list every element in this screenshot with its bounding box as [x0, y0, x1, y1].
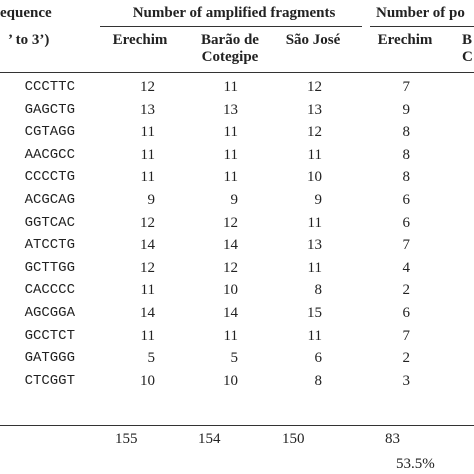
- number-cell: 12: [140, 214, 155, 231]
- sequence-cell: CTCGGT: [24, 372, 75, 389]
- number-cell: 11: [140, 327, 155, 344]
- number-cell: 12: [307, 124, 322, 141]
- number-cell: 11: [307, 146, 322, 163]
- number-cell: 9: [147, 192, 156, 208]
- number-cell: 9: [230, 192, 239, 208]
- sequence-cell: CCCCTG: [24, 169, 75, 186]
- number-cell: 12: [140, 259, 155, 276]
- header-cell: Erechim: [112, 32, 168, 48]
- rule: [100, 26, 362, 27]
- number-cell: 10: [307, 169, 322, 186]
- sequence-cell: CGTAGG: [24, 124, 75, 141]
- header-cell: São José: [285, 32, 341, 48]
- number-cell: 9: [314, 192, 323, 208]
- rule: [370, 26, 474, 27]
- number-cell: 12: [223, 259, 238, 276]
- sequence-cell: GAGCTG: [24, 101, 75, 118]
- number-cell: 8: [314, 372, 323, 389]
- number-cell: 8: [402, 124, 411, 141]
- sequence-cell: ATCCTG: [24, 237, 75, 254]
- sequence-cell: GGTCAC: [24, 214, 75, 231]
- header-cell: Number of amplified fragments: [132, 5, 336, 21]
- number-cell: 7: [402, 327, 411, 344]
- number-cell: 2: [402, 350, 411, 367]
- sequence-cell: AGCGGA: [24, 305, 75, 321]
- number-cell: 10: [140, 372, 155, 389]
- number-cell: 8: [402, 146, 411, 163]
- rule: [0, 425, 474, 426]
- number-cell: 5: [230, 350, 239, 367]
- header-cell: Number of po: [376, 5, 465, 21]
- total-cell: 83: [385, 431, 400, 447]
- sequence-cell: CACCCC: [24, 282, 75, 299]
- number-cell: 11: [307, 327, 322, 344]
- total-cell: 155: [115, 431, 138, 447]
- number-cell: 11: [140, 146, 155, 163]
- number-cell: 11: [223, 327, 238, 344]
- number-cell: 6: [402, 192, 411, 208]
- sequence-cell: CCCTTC: [24, 79, 75, 95]
- number-cell: 10: [223, 282, 238, 299]
- number-cell: 11: [223, 146, 238, 163]
- number-cell: 13: [140, 101, 155, 118]
- number-cell: 2: [402, 282, 411, 299]
- number-cell: 14: [140, 237, 155, 254]
- number-cell: 7: [402, 237, 411, 254]
- sequence-cell: GCTTGG: [24, 259, 75, 276]
- number-cell: 11: [223, 169, 238, 186]
- rule: [0, 72, 474, 73]
- header-cell: Erechim: [377, 32, 433, 48]
- number-cell: 11: [140, 169, 155, 186]
- total-cell: 154: [198, 431, 221, 447]
- number-cell: 13: [307, 101, 322, 118]
- sequence-cell: ACGCAG: [24, 192, 75, 208]
- number-cell: 14: [140, 305, 155, 321]
- number-cell: 8: [402, 169, 411, 186]
- number-cell: 12: [140, 79, 155, 95]
- number-cell: 9: [402, 101, 411, 118]
- number-cell: 8: [314, 282, 323, 299]
- percent-cell: 53.5%: [396, 456, 435, 472]
- number-cell: 6: [402, 214, 411, 231]
- number-cell: 4: [402, 259, 411, 276]
- number-cell: 3: [402, 372, 411, 389]
- number-cell: 12: [223, 214, 238, 231]
- number-cell: 13: [307, 237, 322, 254]
- number-cell: 13: [223, 101, 238, 118]
- number-cell: 11: [140, 282, 155, 299]
- number-cell: 11: [223, 79, 238, 95]
- number-cell: 11: [307, 214, 322, 231]
- number-cell: 15: [307, 305, 322, 321]
- number-cell: 6: [314, 350, 323, 367]
- number-cell: 14: [223, 237, 238, 254]
- number-cell: 6: [402, 305, 411, 321]
- header-cell: Barão de Cotegipe: [201, 32, 259, 65]
- number-cell: 12: [307, 79, 322, 95]
- sequence-cell: GATGGG: [24, 350, 75, 367]
- number-cell: 11: [307, 259, 322, 276]
- sequence-cell: AACGCC: [24, 146, 75, 163]
- number-cell: 7: [402, 79, 411, 95]
- header-cell: equence: [0, 5, 52, 21]
- header-cell: B C: [462, 32, 473, 65]
- number-cell: 11: [223, 124, 238, 141]
- number-cell: 14: [223, 305, 238, 321]
- number-cell: 11: [140, 124, 155, 141]
- total-cell: 150: [282, 431, 305, 447]
- number-cell: 10: [223, 372, 238, 389]
- header-cell: ’ to 3’): [8, 32, 50, 48]
- sequence-cell: GCCTCT: [24, 327, 75, 344]
- number-cell: 5: [147, 350, 156, 367]
